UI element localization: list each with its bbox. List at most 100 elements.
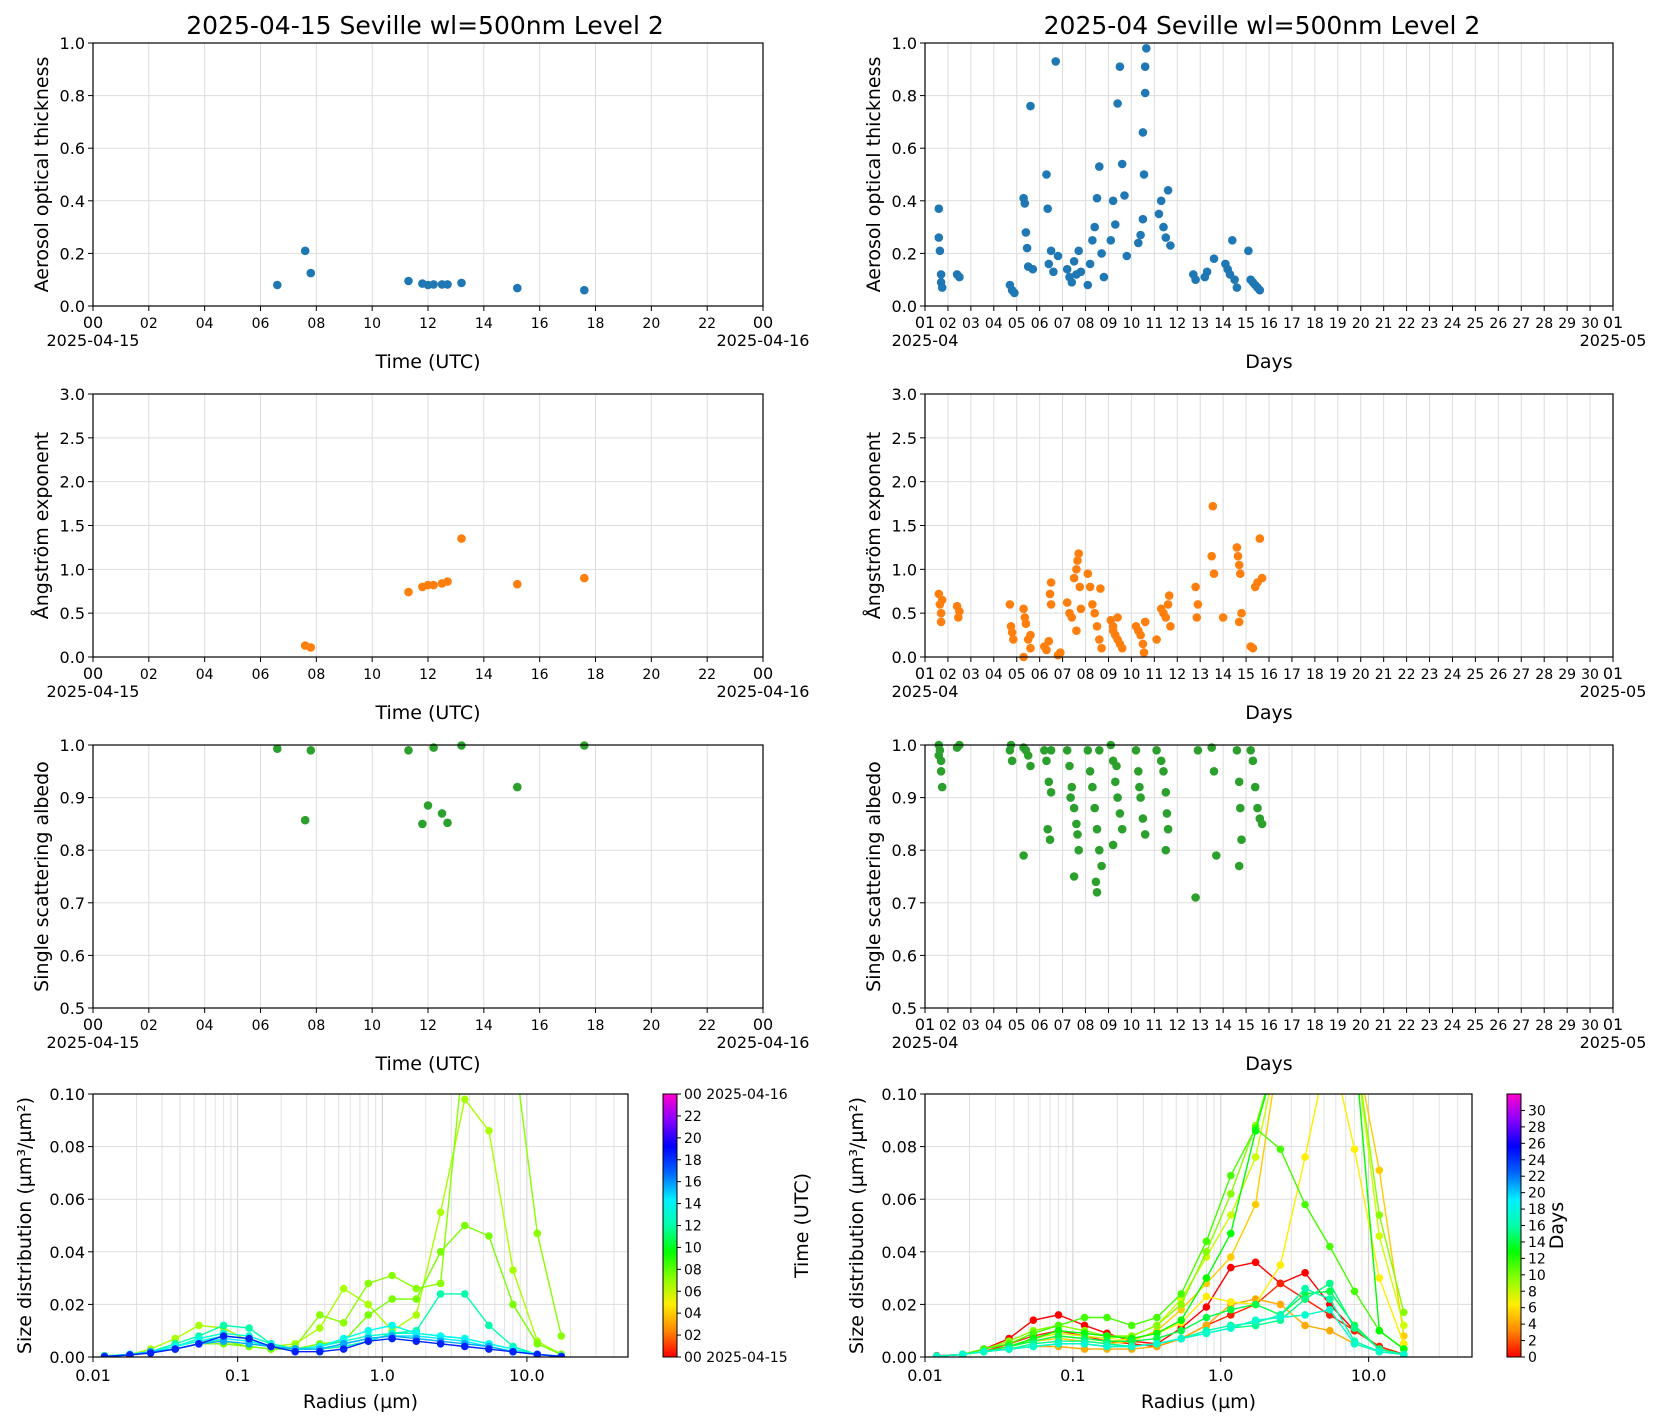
series-point bbox=[364, 1326, 373, 1335]
data-point bbox=[429, 280, 438, 289]
x-tick-label: 19 bbox=[1329, 316, 1347, 332]
x-tick-label: 04 bbox=[196, 667, 214, 683]
x-tick-label: 13 bbox=[1191, 1018, 1209, 1034]
x-tick-label: 0.01 bbox=[75, 1366, 111, 1385]
x-tick-label: 22 bbox=[1398, 667, 1416, 683]
colorbar-tick-label: 18 bbox=[684, 1153, 702, 1169]
x-tick-label: 04 bbox=[985, 667, 1003, 683]
x-tick-label: 14 bbox=[475, 316, 493, 332]
series-point bbox=[1350, 1340, 1359, 1348]
series-point bbox=[364, 1300, 373, 1309]
series-point bbox=[1277, 1038, 1285, 1046]
series-point bbox=[1326, 1305, 1334, 1314]
series-point bbox=[436, 1208, 445, 1217]
x-tick-label: 23 bbox=[1421, 667, 1439, 683]
x-tick-label: 06 bbox=[252, 667, 270, 683]
data-point bbox=[1166, 241, 1175, 250]
series-point bbox=[412, 1337, 421, 1345]
series-line bbox=[936, 1127, 1405, 1357]
data-point bbox=[1208, 501, 1218, 511]
data-point bbox=[1072, 565, 1081, 574]
data-point bbox=[1097, 861, 1106, 871]
series-point bbox=[1375, 1274, 1384, 1282]
data-point bbox=[937, 782, 947, 792]
y-tick-label: 0.08 bbox=[881, 1138, 917, 1157]
x-tick-label: 14 bbox=[1214, 667, 1232, 683]
x-tick-label: 10 bbox=[363, 667, 381, 683]
y-tick-label: 1.5 bbox=[892, 517, 917, 536]
series-point bbox=[932, 1352, 941, 1357]
data-point bbox=[1067, 782, 1077, 792]
x-tick-label: 01 bbox=[1603, 664, 1623, 683]
data-point bbox=[580, 573, 589, 583]
x-tick-label: 18 bbox=[587, 1018, 605, 1034]
data-point bbox=[1120, 191, 1129, 200]
data-point bbox=[1156, 756, 1166, 766]
y-axis-label: Single scattering albedo bbox=[31, 761, 53, 992]
x-tick-label: 04 bbox=[985, 316, 1003, 332]
data-point bbox=[1044, 259, 1054, 269]
y-tick-label: 0.10 bbox=[49, 1085, 85, 1104]
data-point bbox=[937, 595, 947, 605]
y-tick-label: 3.0 bbox=[60, 385, 85, 404]
series-point bbox=[1127, 1342, 1136, 1351]
data-point bbox=[1156, 196, 1166, 206]
colorbar-tick-label: 02 bbox=[684, 1328, 702, 1344]
y-tick-label: 0.8 bbox=[60, 87, 85, 106]
data-point bbox=[1099, 272, 1109, 282]
x-tick-label: 07 bbox=[1054, 667, 1072, 683]
series-point bbox=[1202, 1303, 1211, 1311]
y-axis-label: Single scattering albedo bbox=[863, 761, 885, 992]
data-point bbox=[937, 283, 947, 292]
data-point bbox=[1131, 746, 1141, 755]
x-tick-label: 08 bbox=[307, 667, 325, 683]
data-point bbox=[1026, 761, 1035, 771]
x-tick-label: 30 bbox=[1581, 667, 1599, 683]
series-point bbox=[1080, 1321, 1089, 1330]
data-point bbox=[1021, 228, 1031, 237]
x-tick-label: 15 bbox=[1237, 316, 1255, 332]
data-point bbox=[1069, 803, 1079, 813]
data-point bbox=[1088, 600, 1097, 609]
series-point bbox=[461, 1221, 469, 1230]
data-point bbox=[1117, 824, 1127, 834]
y-tick-label: 0.5 bbox=[60, 999, 85, 1018]
series-point bbox=[1127, 1321, 1136, 1330]
data-point bbox=[1062, 264, 1072, 274]
y-tick-label: 0.7 bbox=[60, 894, 85, 913]
x-tick-label: 12 bbox=[1168, 667, 1186, 683]
data-point bbox=[457, 278, 466, 288]
y-tick-label: 0.6 bbox=[892, 946, 917, 965]
series-point bbox=[364, 1337, 373, 1345]
x-tick-label: 04 bbox=[196, 316, 214, 332]
chart-size-distribution-daily: 0.00 0.02 0.04 0.06 0.08 0.10 0.01 0.1 1.0 10.0 Ra… bbox=[14, 1085, 813, 1413]
x-tick-label: 08 bbox=[1077, 1018, 1095, 1034]
series-line bbox=[104, 1335, 562, 1357]
x-tick-label: 24 bbox=[1444, 1018, 1462, 1034]
x-tick-label: 10.0 bbox=[509, 1366, 545, 1385]
y-tick-label: 0.6 bbox=[892, 139, 917, 158]
series-point bbox=[219, 1321, 228, 1330]
data-point bbox=[1192, 613, 1202, 622]
x-tick-label: 23 bbox=[1421, 1018, 1439, 1034]
colorbar-label: Time (UTC) bbox=[791, 1173, 813, 1279]
data-point bbox=[936, 608, 946, 618]
series-point bbox=[557, 1332, 566, 1340]
x-tick-label: 07 bbox=[1054, 1018, 1072, 1034]
y-tick-label: 0.06 bbox=[881, 1190, 917, 1209]
series-point bbox=[267, 1342, 275, 1351]
colorbar-tick-label: 16 bbox=[684, 1175, 702, 1191]
y-tick-label: 0.2 bbox=[892, 244, 917, 263]
colorbar-tick-label: 10 bbox=[1528, 1268, 1546, 1284]
series-point bbox=[339, 1345, 348, 1353]
colorbar-label: Days bbox=[1546, 1202, 1568, 1249]
y-tick-label: 1.0 bbox=[892, 560, 917, 579]
series-line bbox=[104, 1293, 562, 1357]
x-axis-label: Radius (µm) bbox=[1141, 1391, 1256, 1413]
x-tick-label: 02 bbox=[140, 1018, 158, 1034]
data-point bbox=[1095, 162, 1104, 171]
x-end-date-label: 2025-05 bbox=[1580, 1033, 1647, 1052]
data-point bbox=[1062, 746, 1072, 755]
x-tick-label: 23 bbox=[1421, 316, 1439, 332]
series-point bbox=[1326, 1295, 1334, 1303]
